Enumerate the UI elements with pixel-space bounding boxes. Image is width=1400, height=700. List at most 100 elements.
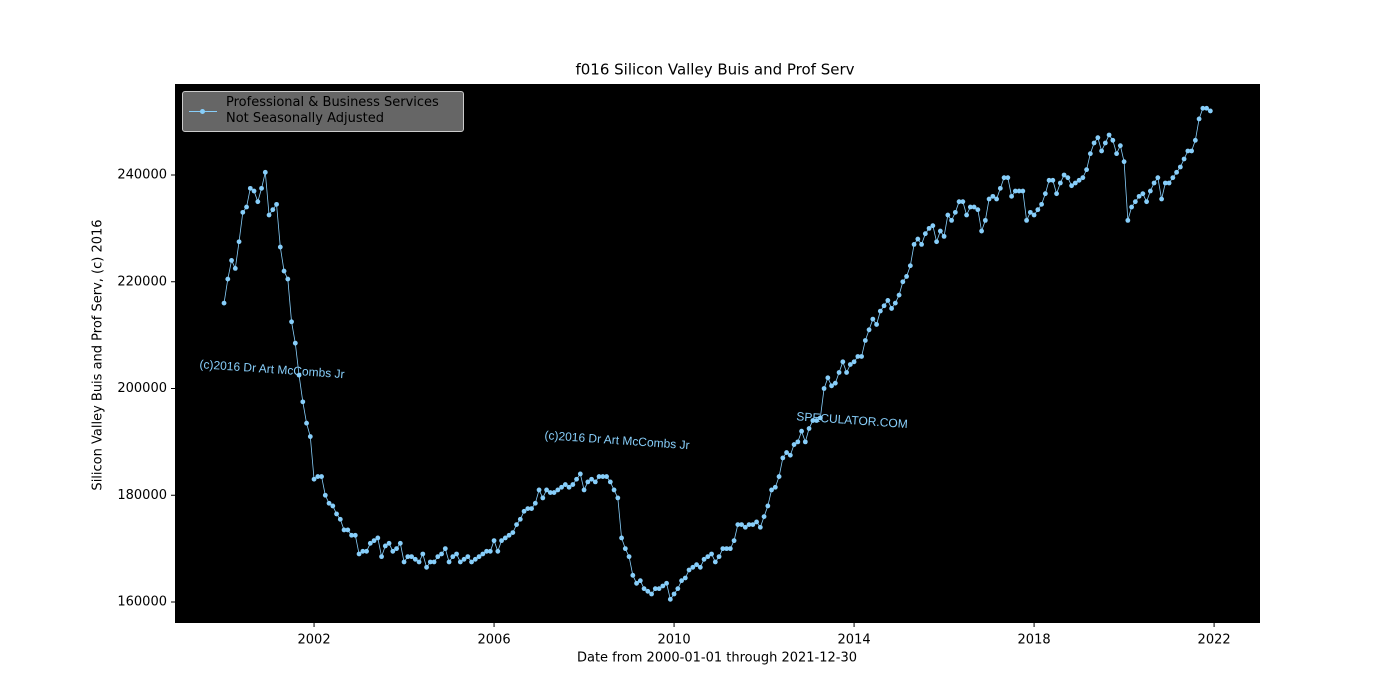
data-point xyxy=(675,586,681,592)
data-point xyxy=(784,450,789,455)
data-point xyxy=(1181,156,1187,162)
data-point xyxy=(990,193,996,199)
data-point xyxy=(637,578,643,584)
data-point xyxy=(551,490,557,495)
data-point xyxy=(870,316,876,322)
data-point xyxy=(1189,148,1194,154)
data-point xyxy=(487,548,493,554)
data-point xyxy=(622,546,628,552)
data-point xyxy=(799,428,804,434)
data-point xyxy=(667,596,673,602)
data-point xyxy=(1170,175,1176,181)
data-point xyxy=(559,484,564,490)
data-point xyxy=(720,546,726,552)
data-point xyxy=(1204,105,1209,111)
data-point xyxy=(274,201,279,207)
data-point xyxy=(690,564,696,570)
data-point xyxy=(514,522,519,528)
data-point xyxy=(416,559,422,565)
data-point xyxy=(1042,191,1048,197)
data-point xyxy=(251,188,257,194)
data-point xyxy=(604,474,609,479)
data-point xyxy=(960,199,966,205)
data-point xyxy=(566,484,572,490)
data-point xyxy=(1117,143,1123,149)
data-point xyxy=(262,169,268,175)
data-point xyxy=(1054,191,1059,197)
data-point xyxy=(911,241,917,247)
data-point xyxy=(810,418,816,423)
data-point xyxy=(322,492,328,498)
data-point xyxy=(1174,169,1179,175)
data-point xyxy=(855,354,861,359)
data-point xyxy=(424,564,429,570)
data-point xyxy=(746,522,752,528)
data-point xyxy=(442,546,448,552)
data-point xyxy=(656,586,662,592)
data-point xyxy=(1072,180,1078,186)
data-point xyxy=(1155,175,1161,181)
x-tick-label: 2018 xyxy=(1018,633,1051,648)
data-point xyxy=(356,551,362,557)
data-point xyxy=(682,575,688,581)
data-point xyxy=(772,484,778,490)
data-point xyxy=(1035,207,1041,213)
data-point xyxy=(739,522,744,528)
data-point xyxy=(1132,199,1138,205)
data-point xyxy=(1102,140,1108,146)
data-point xyxy=(829,383,834,389)
data-point xyxy=(832,380,838,386)
data-point xyxy=(247,185,253,191)
data-point xyxy=(727,546,733,552)
data-point xyxy=(574,476,579,482)
data-point xyxy=(742,524,748,530)
data-point xyxy=(1050,177,1056,183)
data-point xyxy=(319,474,324,479)
data-point xyxy=(814,418,819,423)
data-point xyxy=(697,564,703,570)
data-point xyxy=(881,303,887,309)
x-tick-label: 2022 xyxy=(1198,633,1231,648)
data-point xyxy=(705,554,711,560)
data-point xyxy=(397,540,403,546)
data-point xyxy=(896,292,902,298)
data-point xyxy=(1114,151,1119,157)
data-point xyxy=(307,434,313,439)
legend: Professional & Business Services Not Sea… xyxy=(182,91,464,132)
data-point xyxy=(892,300,898,306)
data-point xyxy=(510,530,516,536)
data-point xyxy=(292,340,298,346)
data-point xyxy=(1039,201,1044,207)
data-point xyxy=(885,298,891,303)
y-tick-label: 240000 xyxy=(117,167,167,182)
data-point xyxy=(484,548,489,554)
data-point xyxy=(645,588,651,594)
data-point xyxy=(941,233,947,239)
data-point xyxy=(469,559,474,565)
data-point xyxy=(476,554,482,560)
data-point xyxy=(757,524,763,530)
data-point xyxy=(859,354,864,359)
data-point xyxy=(525,506,531,511)
data-point xyxy=(701,556,707,562)
data-point xyxy=(1095,135,1101,141)
data-point xyxy=(555,487,561,493)
data-point xyxy=(919,241,924,247)
data-point xyxy=(1065,175,1071,181)
data-point xyxy=(937,228,943,234)
data-point xyxy=(259,185,264,191)
legend-marker xyxy=(200,109,205,114)
y-tick-label: 160000 xyxy=(117,595,167,610)
data-point xyxy=(506,532,512,538)
data-point xyxy=(607,479,613,485)
data-point xyxy=(840,359,846,365)
data-point xyxy=(731,538,737,544)
data-point xyxy=(596,474,602,479)
data-point xyxy=(577,471,583,477)
data-point xyxy=(712,559,718,565)
data-point xyxy=(457,559,463,565)
data-point xyxy=(825,375,831,381)
data-point xyxy=(619,535,624,541)
data-point xyxy=(802,439,808,445)
